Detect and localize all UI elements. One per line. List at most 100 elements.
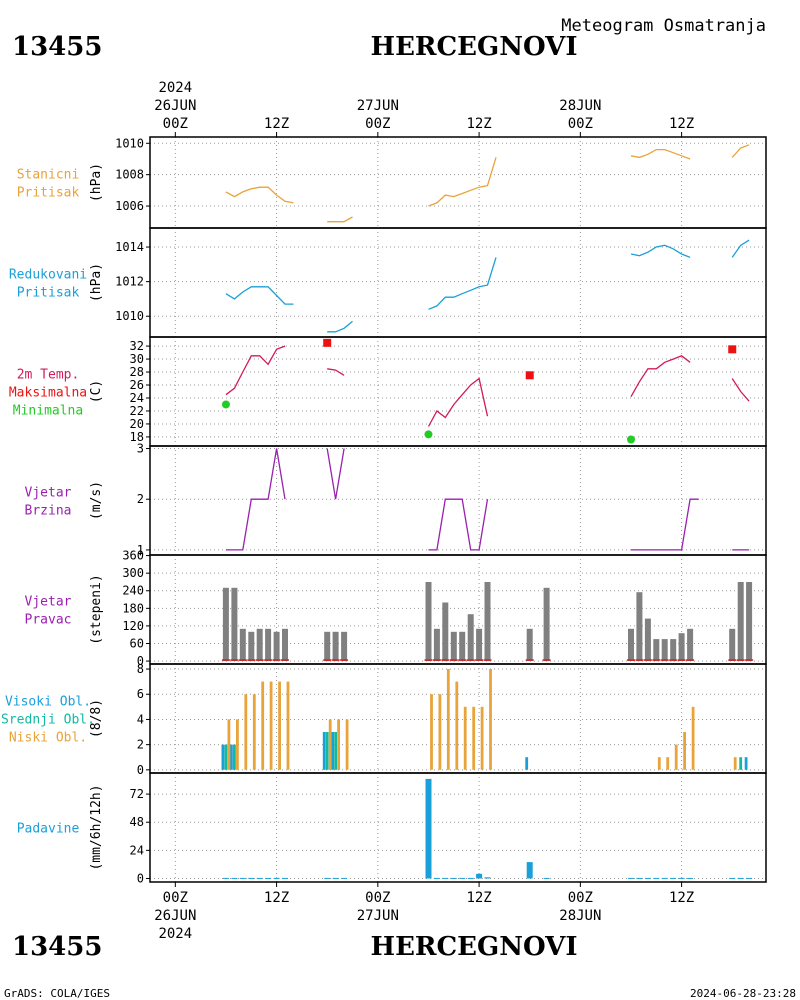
wind_direction-bar (239, 628, 246, 661)
clouds-bar (683, 732, 686, 770)
panel-label: Maksimalna (9, 386, 87, 401)
panel-label: Minimalna (13, 404, 83, 419)
precipitation-bar (425, 778, 432, 879)
wind_direction-bar (644, 618, 651, 662)
clouds-bar (337, 719, 340, 770)
reduced_pressure-line (630, 244, 691, 259)
clouds-bar (733, 757, 737, 770)
reduced_pressure-line (327, 320, 353, 333)
temperature-line (327, 368, 345, 376)
clouds-bar (438, 694, 442, 770)
temperature-line (225, 345, 286, 396)
pressure-line (225, 186, 294, 204)
time-date-label-bottom: 27JUN (357, 908, 399, 924)
y-tick-label: 26 (130, 378, 144, 392)
footer-credit: GrADS: COLA/IGES (4, 987, 110, 1000)
y-tick-label: 120 (122, 619, 144, 633)
clouds-bar (744, 757, 748, 770)
clouds-bar (345, 719, 349, 770)
y-tick-label: 28 (130, 365, 144, 379)
precipitation-bar (450, 877, 457, 879)
max-temp-marker (728, 345, 737, 354)
precipitation-bar (256, 877, 263, 879)
y-tick-label: 1012 (115, 275, 144, 289)
precipitation-bar (248, 877, 255, 879)
wind_direction-bar (248, 631, 255, 662)
y-tick-label: 1006 (115, 199, 144, 213)
y-tick-label: 1010 (115, 309, 144, 323)
wind_direction-bar (653, 639, 660, 662)
min-temp-marker (424, 430, 433, 439)
panel-label: Pritisak (17, 286, 80, 301)
y-tick-label: 0 (137, 763, 144, 777)
panel-wind_speed: 1 2 3 (m/s) Vjetar Brzina (25, 442, 767, 557)
time-date-label-bottom: 28JUN (559, 908, 601, 924)
panel-label: Vjetar (25, 595, 72, 610)
precipitation-bar (433, 877, 440, 879)
panel-clouds: 0 2 4 6 8 (8/8)Visoki Obl. Srednji Obl. Niski O… (1, 662, 767, 777)
precipitation-bar (670, 877, 677, 879)
y-tick-label: 32 (130, 339, 144, 353)
clouds-bar (286, 681, 290, 770)
precipitation-bar (644, 877, 651, 879)
clouds-bar (489, 669, 492, 770)
clouds-bar (230, 744, 233, 770)
y-tick-label: 72 (130, 787, 144, 801)
y-tick-label: 60 (130, 636, 144, 650)
y-tick-label: 1010 (115, 136, 144, 150)
wind_speed-line (225, 448, 286, 551)
footer-timestamp: 2024-06-28-23:28 (690, 987, 796, 1000)
time-hour-label-bottom: 00Z (568, 890, 593, 906)
y-tick-label: 180 (122, 601, 144, 615)
precipitation-bar (687, 877, 694, 879)
wind_direction-bar (324, 631, 331, 662)
clouds-bar (224, 744, 228, 770)
precipitation-bar (231, 877, 238, 879)
clouds-bar (430, 694, 433, 770)
panel-frame (149, 445, 767, 556)
time-hour-label-top: 12Z (466, 116, 491, 132)
panel-frame (149, 227, 767, 338)
station-id-bottom: 13455 (12, 932, 102, 962)
precipitation-bar (636, 877, 643, 879)
y-axis-label: (hPa) (89, 163, 104, 202)
time-hour-label-bottom: 12Z (466, 890, 491, 906)
clouds-bar (325, 732, 329, 770)
precipitation-bar (265, 877, 272, 879)
y-axis-label: (mm/6h/12h) (89, 784, 104, 870)
y-tick-label: 1014 (115, 240, 144, 254)
y-axis-label: (C) (89, 380, 104, 403)
precipitation-bar (222, 877, 229, 879)
header: 13455 HERCEGNOVI Meteogram Osmatranja 13… (4, 16, 796, 1000)
y-tick-label: 30 (130, 352, 144, 366)
wind_direction-bar (687, 628, 694, 661)
panel-label: Visoki Obl. (5, 695, 91, 710)
clouds-bar (244, 694, 248, 770)
temperature-line (427, 377, 489, 427)
station-name-bottom: HERCEGNOVI (371, 932, 578, 962)
precipitation-bar (729, 877, 736, 879)
time-hour-label-top: 00Z (365, 116, 390, 132)
panel-label: Pravac (25, 613, 72, 628)
station-id-top: 13455 (12, 32, 102, 62)
pressure-line (327, 216, 353, 223)
clouds-bar (472, 706, 476, 770)
pressure-line (428, 157, 497, 207)
precipitation-bar (332, 877, 339, 879)
y-tick-label: 24 (130, 843, 144, 857)
precipitation-bar (273, 877, 280, 879)
reduced_pressure-line (428, 257, 497, 310)
panel-label: Vjetar (25, 486, 72, 501)
precipitation-bar (628, 877, 634, 879)
panel-precipitation: 0 24 48 72 (mm/6h/12h) Padavine (17, 772, 767, 885)
wind_direction-bar (256, 628, 263, 661)
panel-label: 2m Temp. (17, 368, 80, 383)
clouds-bar (334, 732, 337, 770)
wind_direction-bar (450, 631, 457, 662)
clouds-bar (463, 706, 467, 770)
clouds-bar (221, 744, 225, 770)
panel-label: Niski Obl. (9, 731, 87, 746)
time-hour-label-bottom: 00Z (163, 890, 188, 906)
reduced_pressure-line (731, 239, 750, 258)
